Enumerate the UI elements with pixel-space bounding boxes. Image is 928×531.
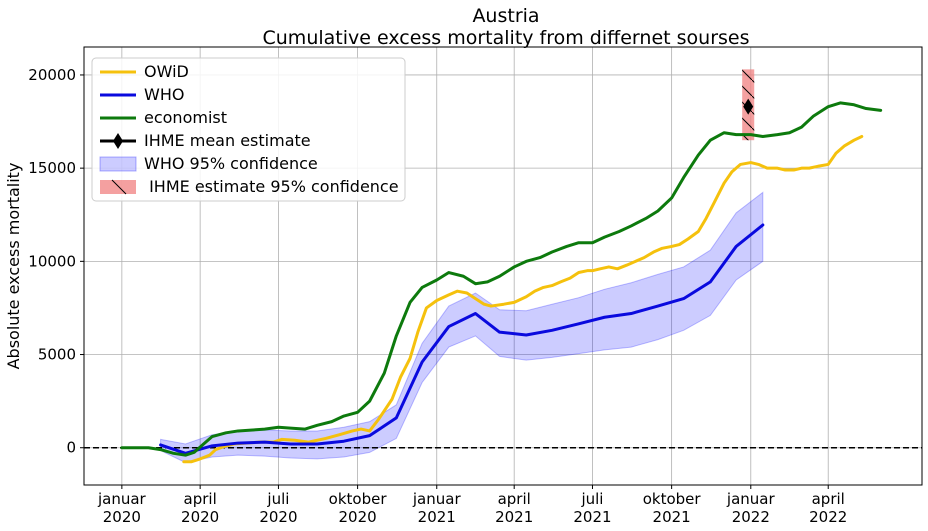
legend: OWiD WHO economist IHME mean estimate WHO 95… [91,57,406,202]
x-tick-label: januar 2020 [97,490,147,526]
legend-swatch-diamond [113,133,123,149]
legend-label: IHME mean estimate [144,131,311,150]
legend-label: WHO [144,85,184,104]
y-tick-label: 15000 [28,159,76,177]
legend-label: OWiD [144,62,189,81]
legend-swatch-patch [99,156,137,172]
y-tick-label: 20000 [28,66,76,84]
y-tick-label: 5000 [38,346,76,364]
legend-label: economist [144,108,227,127]
x-tick-label: januar 2021 [412,490,462,526]
series-line-economist [120,101,883,457]
ihme-mean-marker [743,98,754,115]
point-markers [743,98,754,115]
x-axis-ticks: januar 2020 april 2020 juli 2020 oktober 2020 ja… [97,485,847,526]
x-tick-label: januar 2022 [726,490,776,526]
series-line-owid [182,134,864,464]
series-line-who [159,223,765,455]
legend-swatch-hatch [111,179,127,195]
y-axis-label: Absolute excess mortality [4,163,23,370]
legend-label: WHO 95% confidence [144,154,318,173]
x-tick-label: juli 2020 [259,490,297,526]
legend-label: IHME estimate 95% confidence [144,177,399,196]
x-tick-label: oktober 2020 [329,490,388,526]
chart-subtitle: Cumulative excess mortality from differn… [263,27,750,49]
x-tick-label: juli 2021 [573,490,611,526]
chart-title: Austria [472,5,539,27]
x-tick-label: oktober 2021 [643,490,702,526]
who-confidence-band [160,191,764,464]
x-tick-label: april 2021 [495,490,533,526]
series-lines [120,101,883,464]
y-tick-label: 0 [66,439,76,457]
plot-area [84,69,922,464]
y-tick-label: 10000 [28,252,76,270]
legend-box [91,57,406,202]
x-tick-label: april 2020 [181,490,219,526]
x-tick-label: april 2022 [809,490,847,526]
y-axis-ticks: 0 5000 10000 15000 20000 [28,66,84,457]
plot-frame [83,46,923,486]
legend-swatch-patch [100,180,136,194]
